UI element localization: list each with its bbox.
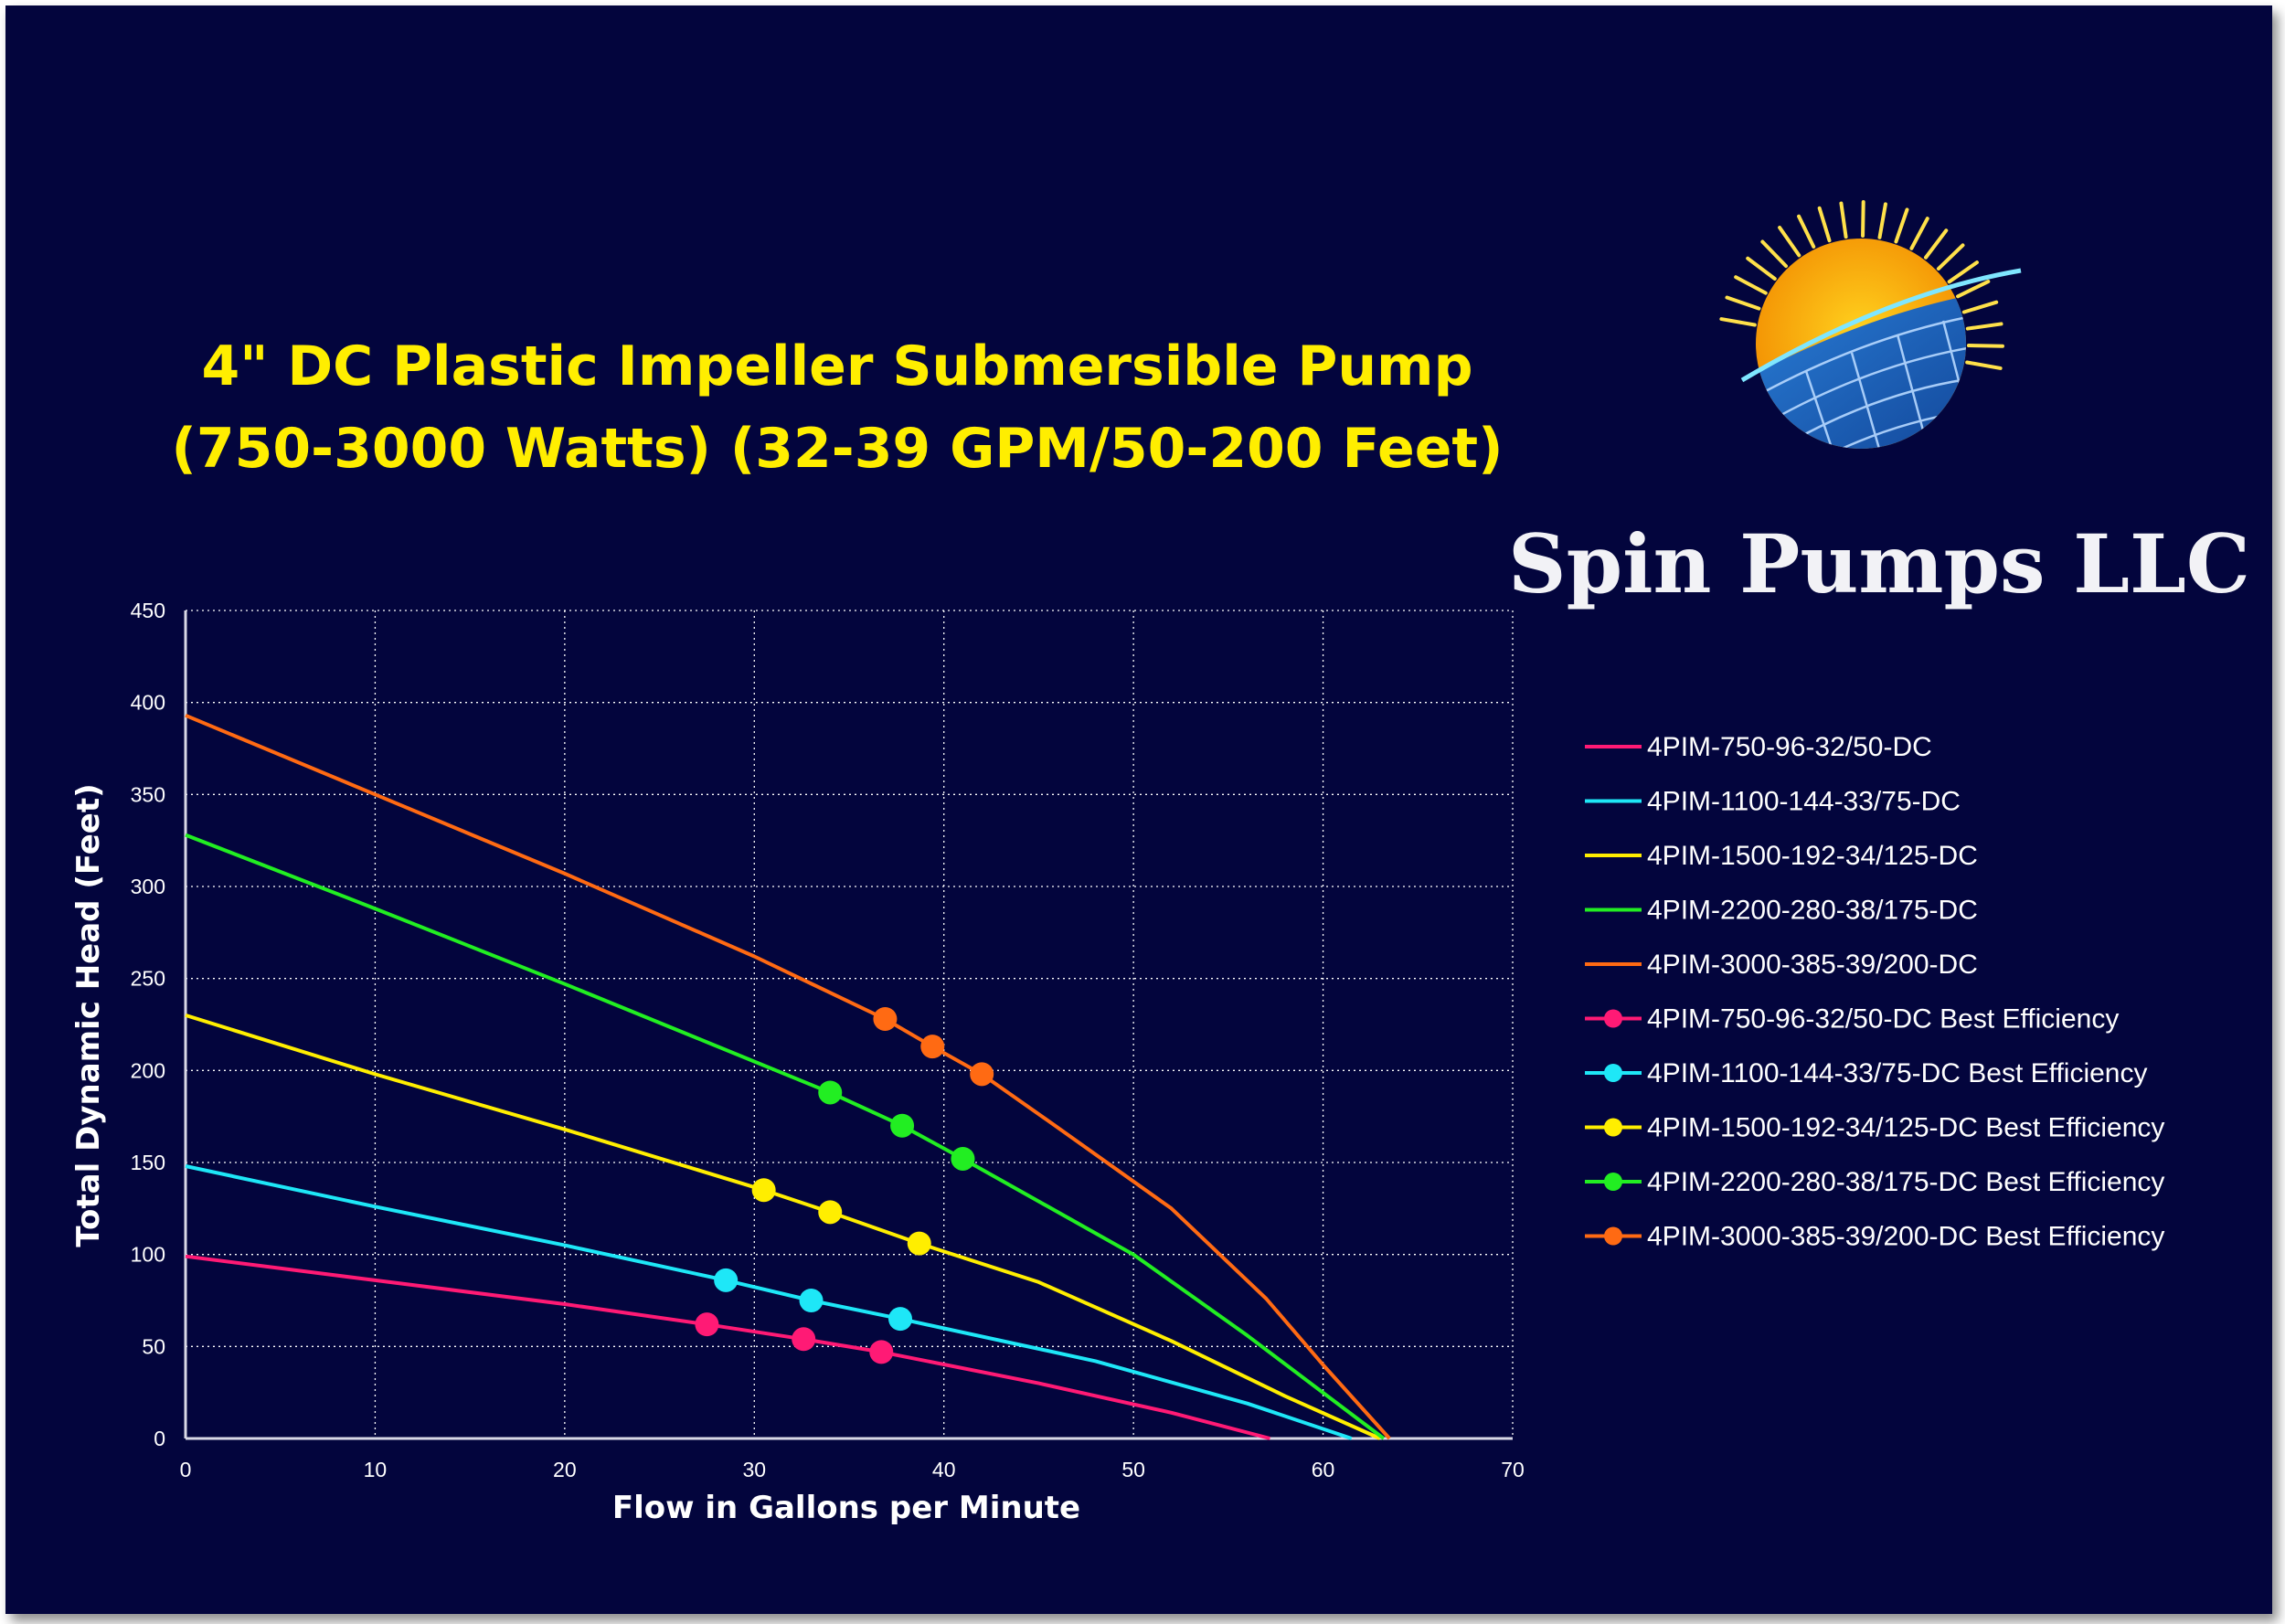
best-efficiency-point-9-1: [920, 1035, 945, 1059]
chart-title-line-2: (750-3000 Watts) (32-39 GPM/50-200 Feet): [172, 417, 1504, 481]
legend-swatch-marker: [1604, 1118, 1622, 1137]
chart-title-line-1: 4" DC Plastic Impeller Submersible Pump: [201, 334, 1472, 398]
legend-entry-label: 4PIM-2200-280-38/175-DC Best Efficiency: [1647, 1167, 2164, 1197]
legend-entry-label: 4PIM-3000-385-39/200-DC Best Efficiency: [1647, 1222, 2164, 1252]
x-axis-title: Flow in Gallons per Minute: [612, 1490, 1080, 1526]
legend-entry-label: 4PIM-1100-144-33/75-DC: [1647, 787, 1961, 817]
best-efficiency-point-9-2: [970, 1062, 994, 1087]
best-efficiency-point-8-2: [951, 1146, 975, 1171]
legend-entry-label: 4PIM-1500-192-34/125-DC Best Efficiency: [1647, 1113, 2164, 1143]
y-tick-label: 400: [131, 691, 165, 715]
best-efficiency-point-8-0: [818, 1080, 843, 1105]
x-tick-label: 70: [1501, 1458, 1525, 1481]
best-efficiency-point-7-0: [751, 1178, 776, 1203]
y-axis-title: Total Dynamic Head (Feet): [70, 783, 107, 1247]
best-efficiency-point-5-0: [695, 1312, 719, 1337]
series-line-1: [185, 1164, 1353, 1440]
best-efficiency-point-6-1: [799, 1289, 824, 1312]
series-lines: [185, 713, 1391, 1440]
chart-frame: 4" DC Plastic Impeller Submersible Pump …: [5, 5, 2272, 1614]
x-tick-label: 50: [1121, 1458, 1145, 1481]
best-efficiency-point-8-1: [890, 1113, 915, 1138]
legend-entry-label: 4PIM-2200-280-38/175-DC: [1647, 896, 1978, 926]
y-tick-label: 450: [131, 599, 165, 622]
legend-entry-label: 4PIM-750-96-32/50-DC Best Efficiency: [1647, 1004, 2119, 1035]
y-tick-label: 200: [131, 1058, 165, 1082]
grid: [184, 610, 1514, 1440]
y-tick-label: 300: [131, 875, 165, 898]
best-efficiency-point-6-0: [714, 1268, 739, 1292]
legend-entry-label: 4PIM-3000-385-39/200-DC: [1647, 950, 1978, 980]
y-tick-label: 50: [142, 1334, 165, 1358]
legend: 4PIM-750-96-32/50-DC 4PIM-1100-144-33/75-…: [1585, 732, 2164, 1252]
legend-swatch-marker: [1604, 1064, 1622, 1082]
x-tick-label: 60: [1312, 1458, 1335, 1481]
x-tick-label: 20: [553, 1458, 577, 1481]
y-tick-label: 150: [131, 1151, 165, 1174]
pump-performance-chart: 4" DC Plastic Impeller Submersible Pump …: [70, 200, 2250, 1526]
legend-swatch-marker: [1604, 1009, 1622, 1028]
tick-labels: 0 50 100 150 200 250 300 350 400 450 0 10 20 30 40 50 60…: [131, 599, 1525, 1481]
legend-entry-label: 4PIM-1500-192-34/125-DC: [1647, 841, 1978, 871]
legend-swatch-marker: [1604, 1226, 1622, 1246]
x-tick-label: 10: [364, 1458, 388, 1481]
series-line-4: [185, 713, 1391, 1440]
best-efficiency-point-7-1: [818, 1200, 843, 1225]
x-tick-label: 40: [932, 1458, 956, 1481]
best-efficiency-point-5-2: [869, 1340, 894, 1364]
legend-entry-label: 4PIM-750-96-32/50-DC: [1647, 732, 1932, 762]
series-line-3: [185, 833, 1386, 1440]
x-tick-label: 0: [180, 1458, 192, 1481]
best-efficiency-point-5-1: [792, 1327, 816, 1352]
y-tick-label: 250: [131, 967, 165, 991]
sun-solar-panel-logo-icon: [1719, 200, 2022, 449]
x-tick-label: 30: [742, 1458, 766, 1481]
y-tick-label: 0: [154, 1427, 165, 1450]
best-efficiency-markers: [695, 1006, 994, 1364]
y-tick-label: 100: [131, 1243, 165, 1267]
brand-name: Spin Pumps LLC: [1508, 516, 2250, 611]
best-efficiency-point-7-2: [907, 1231, 931, 1256]
legend-entry-label: 4PIM-1100-144-33/75-DC Best Efficiency: [1647, 1058, 2148, 1088]
series-line-2: [185, 1013, 1381, 1440]
y-tick-label: 350: [131, 782, 165, 806]
legend-swatch-marker: [1604, 1173, 1622, 1191]
best-efficiency-point-6-2: [888, 1307, 913, 1332]
best-efficiency-point-9-0: [873, 1006, 898, 1031]
